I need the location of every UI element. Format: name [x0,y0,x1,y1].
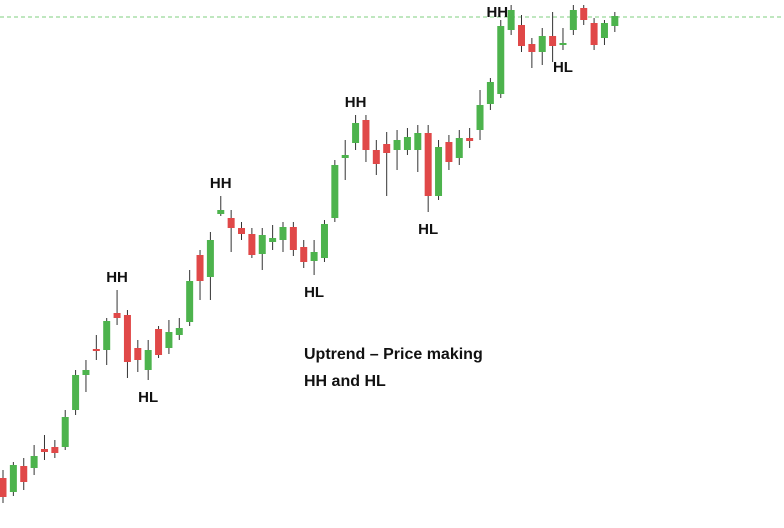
annotation: HH [210,175,232,192]
candle-body [580,8,588,20]
candle-body [227,218,235,228]
candle-body [258,235,266,254]
candle-body [507,10,515,30]
candle-body [155,329,163,355]
candle-body [486,82,494,104]
candle-body [51,447,59,453]
candle-body [600,23,608,38]
candle-body [538,36,546,52]
candle-body [40,449,48,452]
chart-note: HH and HL [304,373,386,390]
candle-body [476,105,484,130]
candle-body [175,328,183,335]
candle-body [445,142,453,162]
candle-body [72,375,80,410]
candle-body [9,465,17,492]
candle-body [320,224,328,258]
candle-body [123,315,131,362]
candle-body [497,26,505,94]
candle-body [206,240,214,277]
candle-body [549,36,557,46]
annotation: HH [486,4,508,21]
candle-body [61,417,69,447]
candle-body [414,133,422,150]
candle-body [559,43,567,45]
candle-body [103,321,111,350]
annotation: HH [106,269,128,286]
candle-body [300,247,308,262]
annotation: HL [553,59,573,76]
candle-body [186,281,194,322]
candle-body [217,210,225,214]
candle-body [238,228,246,234]
candle-body [518,25,525,46]
candle-body [165,332,173,348]
candle-body [362,120,370,150]
candle-body [310,252,318,261]
candle-body [248,234,256,255]
candle-body [611,16,619,26]
candle-body [435,147,443,196]
candle-body [113,313,121,318]
annotation: HL [304,284,324,301]
annotation: HL [418,221,438,238]
candle-body [455,138,463,158]
candle-body [82,370,90,375]
candle-body [279,227,287,240]
candle-body [590,23,598,45]
candle-body [134,348,142,360]
candle-body [569,10,577,30]
candle-body [269,238,277,242]
annotation: HL [138,389,158,406]
candle-body [424,133,432,196]
candle-body [372,150,380,164]
candle-body [466,138,474,141]
candle-body [341,155,349,158]
candle-body [383,144,391,153]
candle-body [528,44,536,52]
annotation: HH [345,94,367,111]
candle-body [331,165,339,218]
candle-body [92,349,100,351]
candle-body [144,350,152,370]
candle-body [30,456,38,468]
candle-body [352,123,360,143]
candle-body [20,466,28,482]
candle-body [196,255,204,281]
candle-body [403,137,411,150]
candle-body [0,478,7,497]
candle-body [393,140,401,150]
candle-body [289,227,297,250]
chart-note: Uptrend – Price making [304,346,483,363]
